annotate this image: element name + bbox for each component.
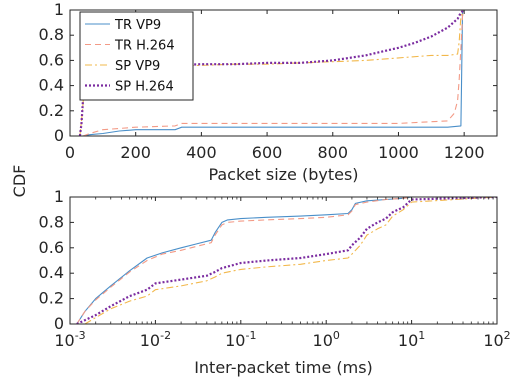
series-group <box>76 197 497 324</box>
series-line-tr-h-264 <box>76 197 497 324</box>
y-tick-label: 1 <box>54 187 64 206</box>
x-tick-label: 101 <box>398 329 425 350</box>
legend-entry-label: TR H.264 <box>114 39 175 54</box>
legend-box <box>79 11 194 101</box>
figure-y-label: CDF <box>10 165 29 198</box>
legend: TR VP9 TR H.264 SP VP9 SP H.264 <box>79 11 194 101</box>
x-axis-label: Inter-packet time (ms) <box>194 358 373 377</box>
x-tick-label: 400 <box>186 143 217 162</box>
inter-packet-time-chart: 0 0.2 0.4 0.6 0.8 1 10-3 10-2 10-1 100 101 102 Inter… <box>39 187 511 377</box>
x-tick-label: 800 <box>317 143 348 162</box>
y-tick-label: 0.4 <box>39 263 64 282</box>
x-tick-label: 10-3 <box>54 329 85 350</box>
y-tick-label: 0.2 <box>39 289 64 308</box>
legend-entry-label: SP H.264 <box>115 80 174 95</box>
y-tick-label: 0.6 <box>39 238 64 257</box>
series-line-tr-vp9 <box>76 197 497 324</box>
axes-frame <box>69 9 498 137</box>
x-tick-label: 1000 <box>378 143 419 162</box>
x-axis-label: Packet size (bytes) <box>208 165 358 184</box>
y-tick-label: 0.8 <box>39 212 64 231</box>
legend-entry-label: SP VP9 <box>115 59 160 74</box>
y-tick-label: 0.6 <box>39 50 64 69</box>
axes-frame <box>69 196 498 325</box>
packet-size-chart: 0 0.2 0.4 0.6 0.8 1 0 200 400 600 800 1000 1200 Packe… <box>39 0 498 184</box>
y-tick-label: 0 <box>54 126 64 145</box>
series-line-tr-h-264 <box>82 10 465 136</box>
x-tick-label: 600 <box>252 143 283 162</box>
x-tick-label: 1200 <box>444 143 485 162</box>
series-line-sp-h-264 <box>76 197 497 324</box>
plot-area <box>70 197 497 324</box>
x-tick-label: 102 <box>483 329 510 350</box>
x-tick-label: 0 <box>65 143 75 162</box>
y-tick-label: 0 <box>54 314 64 333</box>
y-tick-label: 0.8 <box>39 25 64 44</box>
series-line-tr-vp9 <box>82 10 465 136</box>
x-tick-label: 100 <box>313 329 340 350</box>
y-tick-label: 0.2 <box>39 101 64 120</box>
series-line-sp-vp9 <box>84 197 497 324</box>
y-tick-label: 1 <box>54 0 64 19</box>
x-tick-label: 10-2 <box>140 329 171 350</box>
x-tick-label: 200 <box>120 143 151 162</box>
legend-entry-label: TR VP9 <box>114 18 161 33</box>
y-tick-label: 0.4 <box>39 76 64 95</box>
x-tick-label: 10-1 <box>225 329 256 350</box>
